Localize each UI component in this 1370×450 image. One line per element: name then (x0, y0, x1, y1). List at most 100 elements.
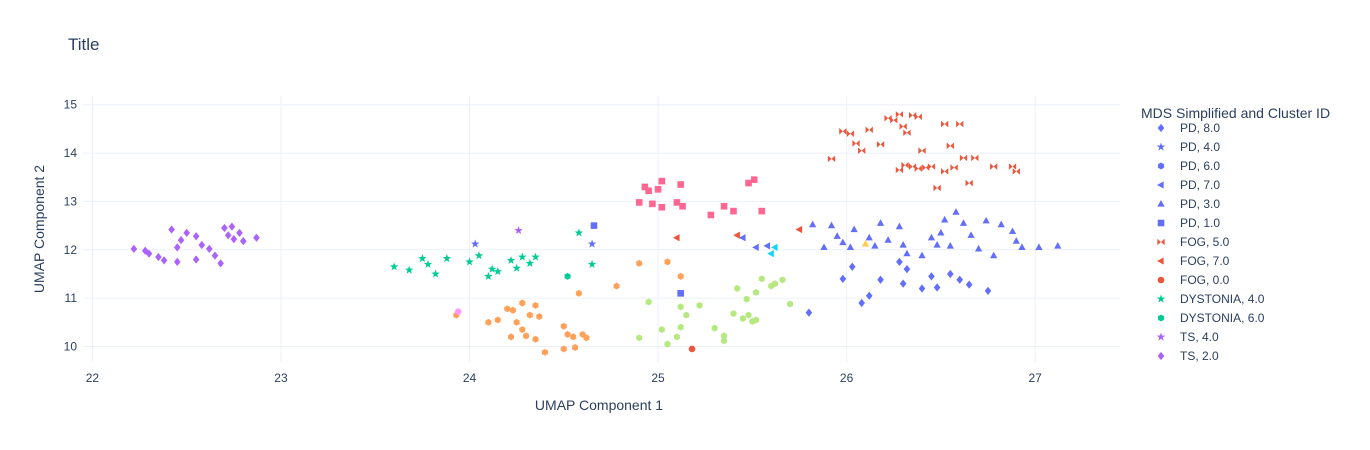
data-point-pd-4-0 (587, 239, 597, 248)
legend-label: PD, 1.0 (1180, 216, 1220, 230)
data-point-fog-0-0 (688, 345, 696, 353)
data-point-pd-8-0 (848, 262, 856, 271)
data-point-series-16 (771, 280, 778, 288)
data-point-series-16 (753, 316, 760, 324)
legend-item[interactable]: PD, 8.0 (1157, 121, 1221, 135)
legend-marker (1158, 314, 1164, 322)
data-point-series-13 (519, 299, 526, 307)
data-point-ts-2-0 (236, 228, 243, 237)
legend-item[interactable]: TS, 4.0 (1156, 330, 1219, 344)
data-point-pd-3-0 (952, 208, 960, 215)
data-point-fog-5-0 (846, 130, 855, 138)
data-point-series-16 (730, 310, 737, 318)
data-point-pd-3-0 (959, 219, 968, 226)
data-point-pd-8-0 (956, 275, 964, 284)
legend-item[interactable]: PD, 1.0 (1157, 216, 1221, 230)
data-point-fog-5-0 (946, 142, 954, 150)
legend-marker (1157, 123, 1165, 133)
data-point-fog-5-0 (852, 140, 860, 147)
data-point-series-16 (743, 295, 750, 303)
data-point-pd-3-0 (809, 220, 817, 228)
data-point-fog-5-0 (895, 166, 904, 174)
y-tick-label: 11 (65, 291, 78, 305)
data-point-series-16 (673, 333, 680, 341)
data-point-series-13 (560, 322, 567, 330)
data-point-pd-7-0 (752, 243, 759, 252)
data-point-dystonia-4-0 (518, 252, 527, 261)
data-point-ts-2-0 (192, 255, 200, 264)
data-point-fog-5-0 (956, 120, 964, 128)
data-point-series-13 (513, 318, 520, 326)
legend-item[interactable]: PD, 7.0 (1157, 178, 1220, 192)
data-point-pd-3-0 (871, 241, 879, 249)
data-point-series-13 (613, 282, 620, 290)
y-tick-label: 15 (64, 98, 78, 112)
data-point-series-17 (454, 308, 462, 316)
legend-marker (1157, 351, 1165, 361)
data-point-pd-8-0 (903, 265, 911, 274)
data-point-pd-3-0 (982, 216, 990, 224)
legend-item[interactable]: PD, 3.0 (1157, 197, 1220, 211)
data-point-series-15 (730, 207, 737, 215)
axis-ticks: 22 23 24 25 26 27 10 11 12 13 14 15 (64, 98, 1043, 385)
data-point-pd-8-0 (965, 280, 973, 289)
legend-marker (1157, 200, 1165, 207)
data-point-dystonia-4-0 (389, 262, 399, 271)
data-point-pd-4-0 (470, 239, 480, 248)
data-point-fog-5-0 (941, 120, 949, 128)
data-point-series-13 (570, 333, 577, 341)
data-point-ts-2-0 (155, 252, 162, 262)
legend-item[interactable]: FOG, 5.0 (1157, 235, 1230, 249)
data-point-ts-2-0 (183, 228, 190, 237)
data-point-ts-2-0 (211, 251, 219, 260)
x-tick-label: 24 (463, 371, 477, 385)
data-point-fog-5-0 (876, 141, 885, 148)
data-point-pd-3-0 (820, 243, 828, 251)
data-point-pd-8-0 (805, 308, 813, 317)
data-point-fog-5-0 (1012, 168, 1020, 175)
data-point-series-15 (679, 202, 686, 210)
data-point-dystonia-4-0 (442, 254, 452, 263)
legend-item[interactable]: TS, 2.0 (1157, 349, 1219, 363)
data-point-pd-3-0 (833, 232, 841, 239)
data-point-series-16 (696, 301, 703, 309)
x-axis-title: UMAP Component 1 (535, 397, 663, 413)
data-point-dystonia-4-0 (474, 251, 484, 260)
legend-item[interactable]: FOG, 7.0 (1157, 254, 1230, 268)
legend-item[interactable]: PD, 4.0 (1156, 140, 1221, 154)
data-point-series-16 (758, 275, 765, 283)
data-point-series-14 (771, 243, 778, 252)
data-point-series-13 (526, 311, 533, 319)
data-point-fog-5-0 (959, 154, 968, 162)
data-point-dystonia-4-0 (487, 264, 497, 273)
data-point-series-15 (658, 177, 666, 185)
legend-item[interactable]: PD, 6.0 (1158, 159, 1220, 173)
data-point-series-13 (541, 348, 548, 356)
legend-label: PD, 7.0 (1180, 178, 1220, 192)
legend-label: TS, 2.0 (1180, 349, 1219, 363)
data-point-series-16 (677, 323, 684, 331)
data-point-ts-2-0 (173, 243, 181, 252)
data-point-fog-5-0 (884, 114, 892, 122)
data-point-pd-3-0 (967, 231, 975, 238)
y-axis-title: UMAP Component 2 (31, 165, 47, 293)
data-point-series-13 (583, 334, 590, 342)
data-point-pd-3-0 (876, 219, 885, 226)
data-point-series-13 (636, 259, 643, 267)
data-point-fog-5-0 (950, 164, 958, 171)
data-point-series-15 (677, 181, 684, 188)
data-point-pd-3-0 (990, 251, 998, 259)
legend-item[interactable]: DYSTONIA, 6.0 (1158, 311, 1265, 325)
data-point-fog-5-0 (927, 163, 936, 170)
data-point-fog-5-0 (903, 129, 911, 137)
legend-marker (1156, 332, 1166, 341)
data-point-series-16 (734, 285, 741, 292)
data-point-pd-3-0 (839, 238, 847, 246)
legend-marker (1158, 162, 1164, 170)
legend-item[interactable]: DYSTONIA, 4.0 (1156, 292, 1265, 306)
x-tick-label: 27 (1028, 371, 1042, 385)
data-point-series-16 (658, 326, 665, 334)
legend-marker (1157, 238, 1165, 246)
legend-item[interactable]: FOG, 0.0 (1157, 273, 1230, 287)
